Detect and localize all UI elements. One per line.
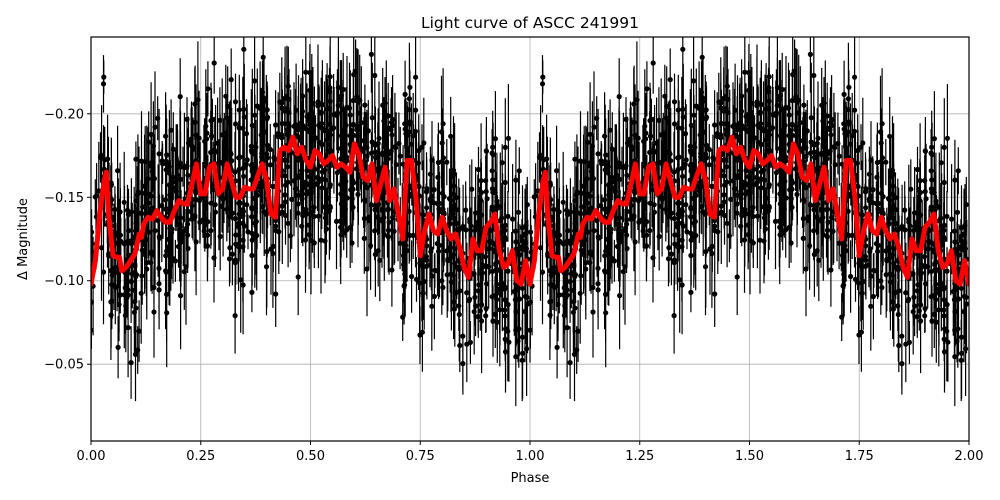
y-axis-label: Δ Magnitude (16, 198, 31, 280)
x-tick-label: 1.50 (735, 449, 764, 464)
x-axis-ticks: 0.00 0.25 0.50 0.75 1.00 1.25 1.50 1.75 2.00 (77, 441, 984, 464)
y-tick-label: −0.20 (44, 107, 84, 122)
y-axis-ticks: −0.20 −0.15 −0.10 −0.05 (44, 107, 91, 373)
x-tick-label: 0.25 (186, 449, 215, 464)
x-tick-label: 1.25 (625, 449, 654, 464)
y-tick-label: −0.15 (44, 191, 84, 206)
binned-mean-curve (91, 134, 969, 287)
y-tick-label: −0.05 (44, 358, 84, 373)
x-tick-label: 0.00 (77, 449, 106, 464)
x-tick-label: 0.50 (296, 449, 325, 464)
chart-title: Light curve of ASCC 241991 (421, 14, 639, 32)
x-axis-label: Phase (511, 471, 550, 486)
x-tick-label: 0.75 (406, 449, 435, 464)
x-tick-label: 2.00 (955, 449, 984, 464)
x-tick-label: 1.75 (845, 449, 874, 464)
y-tick-label: −0.10 (44, 274, 84, 289)
x-tick-label: 1.00 (516, 449, 545, 464)
